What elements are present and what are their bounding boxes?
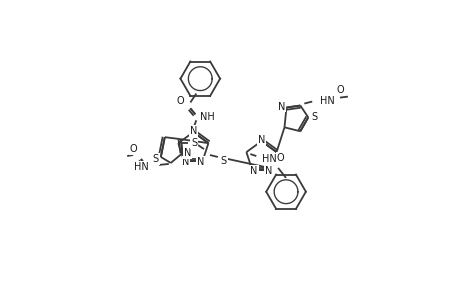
Text: N: N [189, 126, 196, 136]
Text: N: N [257, 135, 264, 145]
Text: N: N [277, 101, 285, 112]
Text: N: N [182, 157, 189, 167]
Text: O: O [336, 85, 343, 95]
Text: HN: HN [134, 162, 149, 172]
Text: HN: HN [262, 154, 276, 164]
Text: N: N [184, 148, 191, 158]
Text: HN: HN [319, 96, 334, 106]
Text: S: S [220, 156, 226, 166]
Text: O: O [176, 97, 184, 106]
Text: NH: NH [200, 112, 214, 122]
Text: S: S [190, 138, 197, 148]
Text: S: S [152, 154, 159, 164]
Text: O: O [276, 153, 283, 163]
Text: N: N [196, 157, 204, 167]
Text: N: N [250, 166, 257, 176]
Text: S: S [310, 112, 317, 122]
Text: N: N [264, 166, 272, 176]
Text: O: O [129, 144, 137, 154]
